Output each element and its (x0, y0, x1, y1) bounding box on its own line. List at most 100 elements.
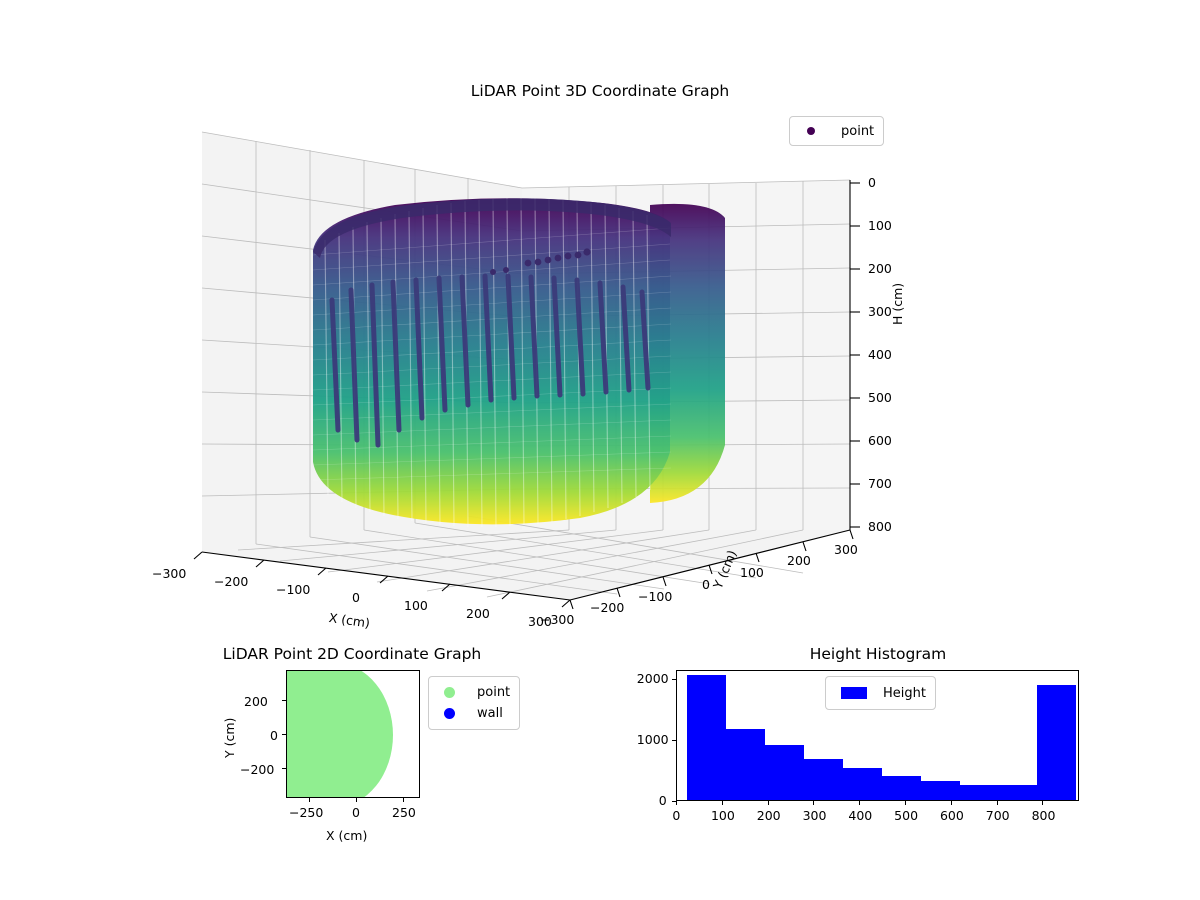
grid-floor-pane (237, 515, 804, 598)
z-tick-100: 100 (868, 218, 892, 233)
histogram-bar (959, 784, 999, 800)
histogram-bar (803, 759, 843, 800)
histogram-xtick (813, 801, 815, 805)
z-axis-label: H (cm) (890, 282, 905, 325)
plot2d-xtick-250 (403, 798, 405, 802)
x-tick-200: 200 (466, 606, 490, 621)
z-tickmarks (850, 182, 860, 528)
y-tick-300: 300 (834, 542, 858, 557)
histogram-xtick-label: 600 (939, 808, 964, 823)
x-tick-100: 100 (404, 598, 428, 613)
y-tick-0: 0 (702, 577, 710, 592)
histogram-ytick-label: 2000 (636, 671, 669, 687)
histogram-bar (1037, 685, 1077, 800)
legend-item-height[interactable]: Height (835, 682, 926, 704)
plot2d-ytick-0 (282, 734, 286, 736)
histogram-xtick (676, 801, 678, 805)
plot2d-title: LiDAR Point 2D Coordinate Graph (222, 645, 482, 663)
plot2d-ylabel-0: 0 (270, 728, 278, 743)
plot2d-xlabel-0: 0 (352, 805, 360, 820)
x-tickmarks (193, 551, 571, 608)
y-tick--200: −200 (590, 600, 625, 615)
histogram-xtick-label: 400 (848, 808, 873, 823)
z-tick-200: 200 (868, 261, 892, 276)
plot2d-xlabel--250: −250 (289, 805, 324, 820)
height-color-swatch (841, 687, 867, 699)
histogram-bar (687, 675, 726, 800)
x-tick--300: −300 (152, 566, 187, 581)
x-tick-300: 300 (528, 614, 552, 629)
plot2d-y-axis-label: Y (cm) (222, 717, 237, 758)
histogram-xtick-label: 700 (985, 808, 1010, 823)
z-tick-600: 600 (868, 433, 892, 448)
legend-item-point[interactable]: point (438, 682, 510, 703)
cloud-specks (490, 248, 591, 275)
z-tick-0: 0 (868, 175, 876, 190)
plot2d-legend[interactable]: point wall (428, 676, 521, 730)
z-tick-700: 700 (868, 476, 892, 491)
cloud-top-rim (313, 198, 671, 258)
histogram-bar (920, 780, 960, 800)
histogram-xtick (859, 801, 861, 805)
histogram-xtick (767, 801, 769, 805)
histogram-ytick-label: 0 (658, 793, 667, 808)
histogram-xtick (950, 801, 952, 805)
legend-label: Height (883, 685, 926, 701)
histogram-xtick (904, 801, 907, 805)
histogram-ytick-label: 1000 (636, 732, 669, 748)
histogram-title: Height Histogram (809, 645, 947, 663)
plot2d-xlabel-250: 250 (392, 805, 416, 820)
legend-label: point (477, 685, 511, 700)
plot2d-ylabel-200: 200 (244, 694, 268, 709)
y-tick--300: −300 (540, 612, 575, 627)
plot3d-canvas (193, 131, 860, 610)
x-tick-0: 0 (352, 590, 360, 605)
z-tick-400: 400 (868, 347, 892, 362)
plot3d-legend[interactable]: point (789, 116, 885, 146)
histogram-xtick-label: 100 (710, 808, 735, 823)
histogram-xtick-label: 0 (672, 808, 681, 823)
pane-floor (202, 530, 850, 600)
legend-item-wall[interactable]: wall (438, 703, 510, 724)
z-tick-300: 300 (868, 304, 892, 319)
histogram-legend[interactable]: Height (825, 676, 936, 710)
wall-marker-icon (444, 708, 455, 719)
z-tick-500: 500 (868, 390, 892, 405)
y-tick-100: 100 (740, 565, 764, 580)
histogram-xtick-label: 300 (802, 808, 827, 823)
y-tickmarks (569, 529, 854, 610)
plot2d-ytick--200 (282, 768, 286, 770)
point-cloud-2d (287, 671, 393, 797)
legend-item-point[interactable]: point (799, 122, 874, 140)
histogram-bar (842, 768, 882, 800)
x-tick--200: −200 (214, 574, 249, 589)
point-marker-icon (444, 687, 455, 698)
histogram-xtick-label: 200 (756, 808, 781, 823)
point-marker-icon (807, 127, 815, 135)
plot2d-ytick-200 (282, 700, 286, 702)
y-tick-200: 200 (787, 553, 811, 568)
plot2d-xtick-0 (356, 798, 358, 802)
histogram-xtick-label: 500 (894, 808, 919, 823)
cloud-near-streaks (329, 273, 651, 448)
histogram-bar (998, 784, 1038, 800)
plot2d-ylabel--200: −200 (240, 762, 275, 777)
histogram-ytick (672, 679, 676, 681)
histogram-bar (881, 775, 921, 800)
y-tick--100: −100 (638, 589, 673, 604)
histogram-bar (726, 728, 765, 800)
lidar-2d-scatter-plot[interactable] (286, 670, 420, 798)
plot2d-xtick--250 (309, 798, 311, 802)
histogram-bar (764, 745, 804, 800)
lidar-3d-scatter-plot[interactable]: 0 100 200 300 400 500 600 700 800 H (cm)… (150, 100, 930, 660)
legend-label: point (841, 123, 875, 139)
plot2d-x-axis-label: X (cm) (326, 828, 368, 843)
legend-label: wall (477, 706, 503, 721)
histogram-xtick (721, 801, 723, 805)
plot3d-title: LiDAR Point 3D Coordinate Graph (470, 82, 730, 100)
point-cloud-3d (312, 197, 725, 528)
histogram-xtick-label: 800 (1031, 808, 1056, 823)
histogram-xtick (1042, 801, 1044, 805)
x-tick--100: −100 (276, 582, 311, 597)
